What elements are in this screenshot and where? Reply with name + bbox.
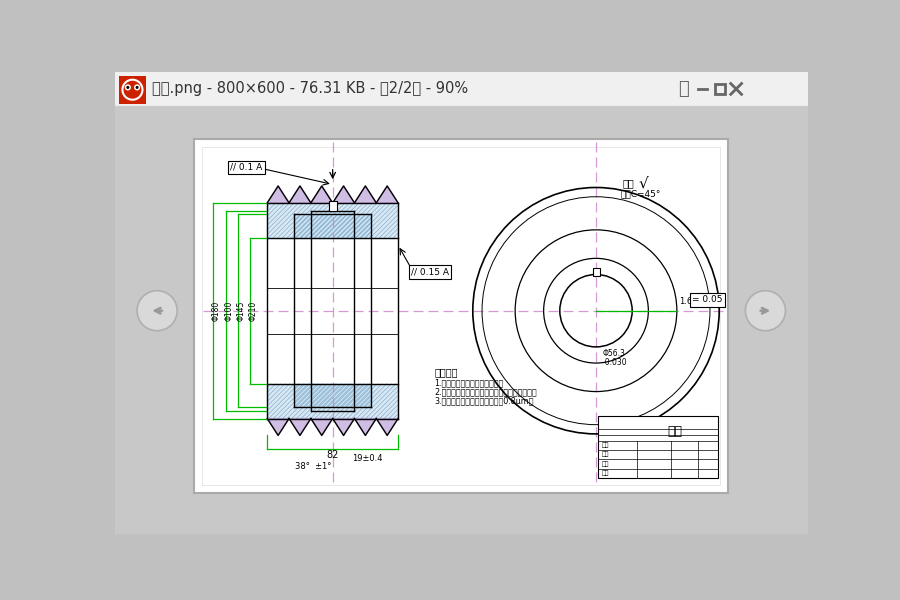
Text: Φ56.3: Φ56.3	[602, 349, 625, 358]
Circle shape	[126, 86, 130, 89]
Text: 1.6⊙: 1.6⊙	[680, 297, 699, 306]
Polygon shape	[310, 419, 333, 436]
Text: 数量: 数量	[601, 452, 609, 457]
Text: √: √	[638, 175, 648, 190]
Text: 批准: 批准	[601, 443, 609, 448]
Text: Φ100: Φ100	[224, 301, 233, 321]
Text: 带轮: 带轮	[668, 425, 683, 438]
Polygon shape	[289, 419, 310, 436]
Circle shape	[745, 290, 786, 331]
Polygon shape	[267, 186, 289, 203]
Text: 82: 82	[327, 451, 338, 460]
Polygon shape	[376, 186, 398, 203]
Polygon shape	[267, 203, 398, 238]
Bar	[115, 72, 808, 106]
Text: 技术要求: 技术要求	[435, 367, 458, 377]
Text: 1.铸造工件不允许砂眼、气孔。: 1.铸造工件不允许砂眼、气孔。	[435, 379, 504, 388]
Text: Φ145: Φ145	[237, 301, 246, 321]
Polygon shape	[310, 186, 333, 203]
Bar	[328, 202, 337, 211]
Polygon shape	[294, 214, 371, 238]
Text: Φ180: Φ180	[212, 301, 220, 321]
Bar	[715, 83, 725, 94]
Polygon shape	[355, 419, 376, 436]
Text: -0.030: -0.030	[602, 358, 626, 367]
Text: 材料: 材料	[601, 461, 609, 467]
Text: // 0.15 A: // 0.15 A	[411, 268, 449, 277]
Text: ⛶: ⛶	[678, 80, 688, 98]
Circle shape	[125, 85, 130, 91]
Text: 图号: 图号	[601, 470, 609, 476]
Text: 其余: 其余	[623, 179, 634, 188]
Circle shape	[122, 80, 142, 100]
Bar	[202, 146, 720, 485]
Text: // 0.1 A: // 0.1 A	[230, 163, 263, 172]
Polygon shape	[333, 186, 355, 203]
Polygon shape	[355, 186, 376, 203]
Bar	[593, 268, 599, 276]
Text: 19±0.4: 19±0.4	[352, 454, 382, 463]
Text: 带轮.png - 800×600 - 76.31 KB - 第2/2张 - 90%: 带轮.png - 800×600 - 76.31 KB - 第2/2张 - 90…	[152, 82, 468, 97]
Text: = 0.05: = 0.05	[692, 295, 723, 304]
Circle shape	[136, 86, 139, 89]
Circle shape	[134, 85, 140, 91]
Polygon shape	[267, 419, 289, 436]
Circle shape	[137, 290, 177, 331]
Polygon shape	[376, 419, 398, 436]
Text: 2.机械加工后锐边倒钝不超过边缘毛刺检验面。: 2.机械加工后锐边倒钝不超过边缘毛刺检验面。	[435, 388, 537, 397]
Polygon shape	[294, 384, 371, 407]
Text: Φ210: Φ210	[248, 301, 258, 321]
Bar	[598, 416, 717, 478]
Text: 3.径向圆跳动误差面糙度不大于0.8μm。: 3.径向圆跳动误差面糙度不大于0.8μm。	[435, 397, 534, 406]
Bar	[194, 139, 728, 493]
Polygon shape	[333, 419, 355, 436]
Text: 倒角C=45°: 倒角C=45°	[621, 189, 661, 198]
Text: 38°  ±1°: 38° ±1°	[295, 462, 331, 471]
Bar	[119, 76, 147, 104]
Polygon shape	[267, 384, 398, 419]
Polygon shape	[289, 186, 310, 203]
